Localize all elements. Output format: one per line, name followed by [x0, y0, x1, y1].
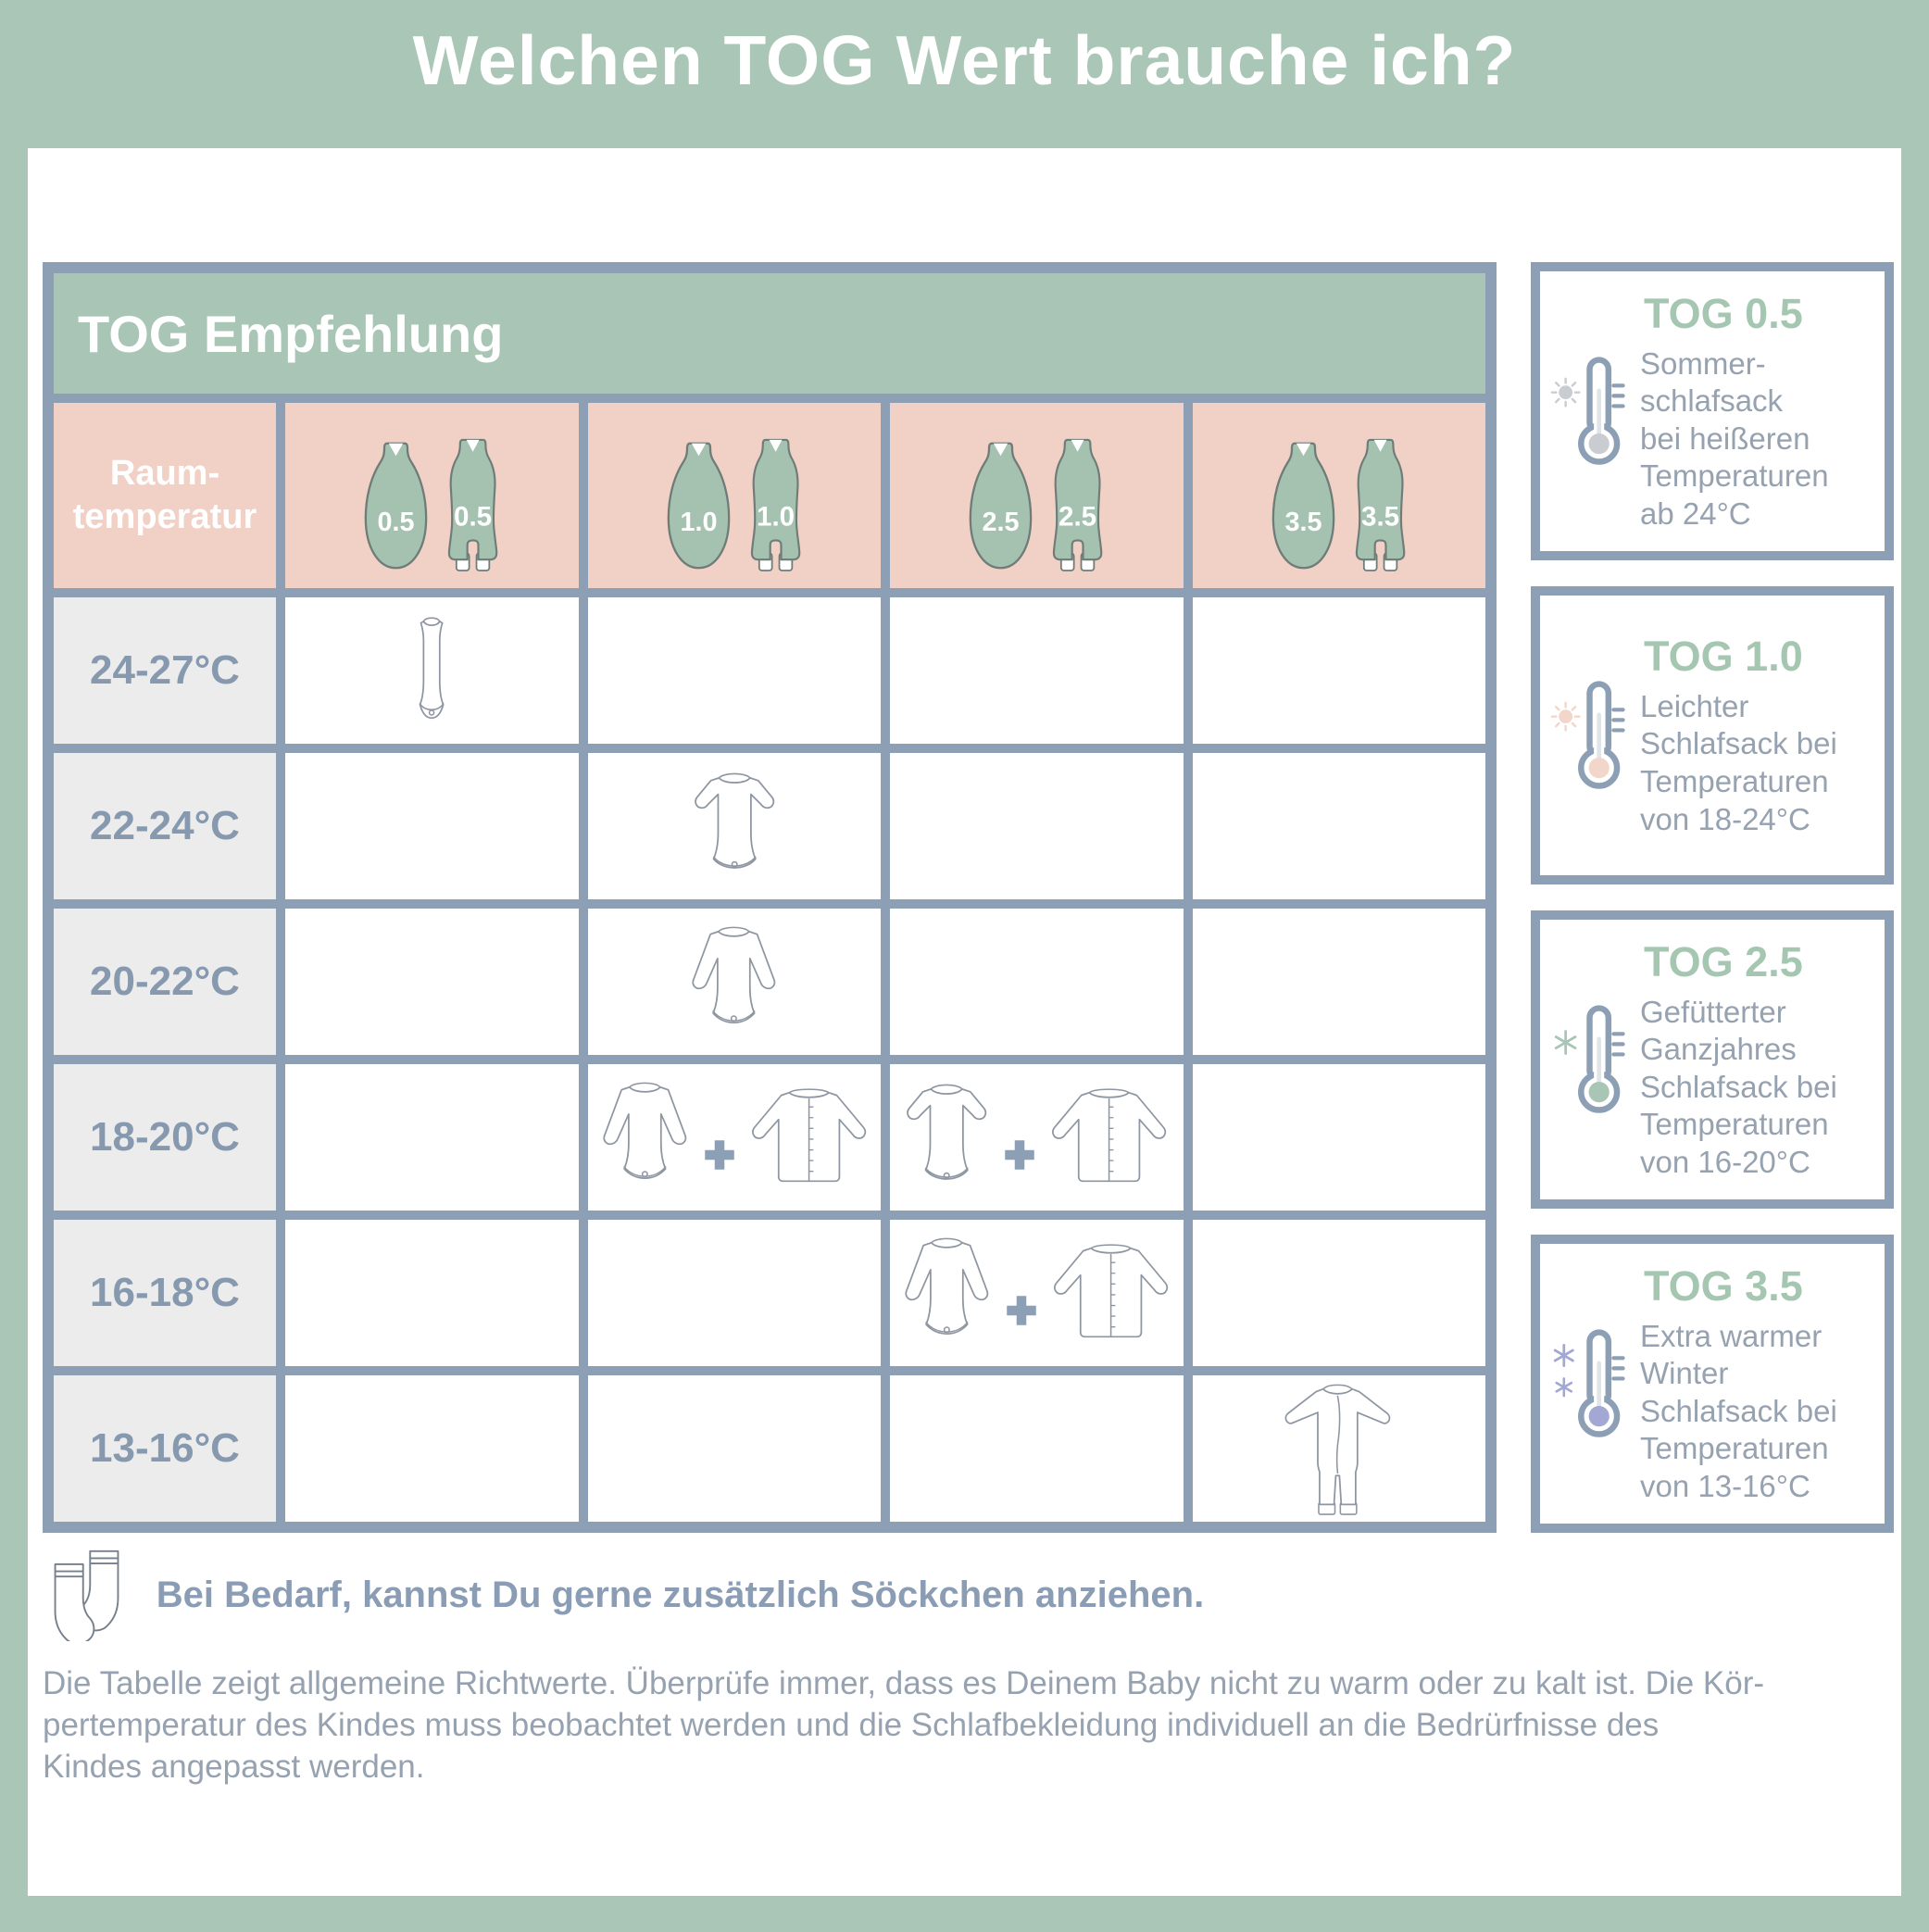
- sleeping-bag-with-legs-icon: 3.5: [1355, 438, 1405, 571]
- plus-icon: [1005, 1140, 1034, 1170]
- table-cell: [1192, 1375, 1485, 1522]
- sleeping-bag-icon: 1.0: [667, 442, 730, 570]
- bodysuit-shortsleeve-icon: [907, 1084, 987, 1180]
- sleeping-bag-icon: 3.5: [1271, 442, 1334, 570]
- plus-icon: [1007, 1296, 1036, 1325]
- tog-table: TOG Empfehlung Raum- temperatur 0.5 0.5 1.0 1…: [43, 262, 1497, 1533]
- thermometer-snowflake-icon: [1546, 1003, 1638, 1116]
- temperature-row-label: 24-27°C: [54, 597, 276, 744]
- table-cell: [1192, 1220, 1485, 1366]
- tog-info-description: Leichter Schlafsack bei Temperaturen von…: [1640, 688, 1837, 836]
- table-cell: [890, 1220, 1184, 1366]
- table-cell: [285, 597, 579, 744]
- table-cell: [285, 753, 579, 899]
- tog-info-text: TOG 0.5 Sommer- schlafsack bei heißeren T…: [1638, 290, 1875, 533]
- tog-column-header: 1.0 1.0: [587, 403, 881, 588]
- tog-value-label: 2.5: [983, 508, 1020, 537]
- tog-info-title: TOG 1.0: [1644, 632, 1803, 680]
- page-title: Welchen TOG Wert brauche ich?: [412, 21, 1517, 99]
- table-cell: [890, 597, 1184, 744]
- table-cell: [285, 909, 579, 1055]
- table-cell: [587, 1064, 881, 1211]
- sleepsuit-icon: [1284, 1384, 1391, 1515]
- tog-info-box: TOG 0.5 Sommer- schlafsack bei heißeren T…: [1531, 262, 1894, 560]
- sleeping-bag-with-legs-icon: 2.5: [1053, 438, 1103, 571]
- tog-column-header: 3.5 3.5: [1192, 403, 1485, 588]
- tog-value-label: 3.5: [1361, 502, 1399, 533]
- tog-sidebar: TOG 0.5 Sommer- schlafsack bei heißeren T…: [1531, 262, 1894, 1533]
- table-cell: [285, 1064, 579, 1211]
- thermometer-sun-icon: [1546, 679, 1638, 792]
- socks-icon: [54, 1549, 119, 1641]
- table-cell: [1192, 909, 1485, 1055]
- temperature-row-label: 16-18°C: [54, 1220, 276, 1366]
- socks-note-text: Bei Bedarf, kannst Du gerne zusätzlich S…: [156, 1574, 1205, 1615]
- sleeping-bag-icon: 2.5: [969, 442, 1033, 570]
- tog-value-label: 1.0: [680, 508, 717, 537]
- tog-value-label: 1.0: [757, 502, 795, 533]
- sleeping-bag-with-legs-icon: 1.0: [750, 438, 800, 571]
- sleeping-bag-icon: 0.5: [364, 442, 428, 570]
- bodysuit-shortsleeve-icon: [694, 772, 774, 869]
- socks-note: Bei Bedarf, kannst Du gerne zusätzlich S…: [48, 1549, 1204, 1641]
- tog-info-description: Extra warmer Winter Schlafsack bei Tempe…: [1640, 1318, 1837, 1503]
- bodysuit-longsleeve-icon: [603, 1082, 687, 1179]
- disclaimer-text: Die Tabelle zeigt allgemeine Richtwerte.…: [43, 1665, 1765, 1785]
- temperature-row-label: 18-20°C: [54, 1064, 276, 1211]
- temperature-row-label: 20-22°C: [54, 909, 276, 1055]
- table-cell: [587, 1220, 881, 1366]
- tog-info-text: TOG 1.0 Leichter Schlafsack bei Temperatu…: [1638, 633, 1875, 838]
- tog-info-title: TOG 2.5: [1644, 937, 1803, 985]
- table-cell: [285, 1375, 579, 1522]
- table-cell: [890, 1064, 1184, 1211]
- tog-info-title: TOG 3.5: [1644, 1261, 1803, 1310]
- tog-column-header: 0.5 0.5: [285, 403, 579, 588]
- tog-info-description: Sommer- schlafsack bei heißeren Temperat…: [1640, 345, 1829, 531]
- table-cell: [1192, 753, 1485, 899]
- tog-info-text: TOG 2.5 Gefütterter Ganzjahres Schlafsack…: [1638, 938, 1875, 1182]
- cardigan-icon: [1054, 1244, 1169, 1338]
- thermometer-snowflake-icon: [1546, 1327, 1638, 1440]
- plus-icon: [704, 1140, 734, 1170]
- bodysuit-longsleeve-icon: [905, 1237, 989, 1335]
- table-cell: [1192, 1064, 1485, 1211]
- tog-info-text: TOG 3.5 Extra warmer Winter Schlafsack be…: [1638, 1262, 1875, 1506]
- tog-info-box: TOG 3.5 Extra warmer Winter Schlafsack be…: [1531, 1235, 1894, 1533]
- tog-info-title: TOG 0.5: [1644, 289, 1803, 337]
- temperature-row-label: 22-24°C: [54, 753, 276, 899]
- tog-info-box: TOG 2.5 Gefütterter Ganzjahres Schlafsack…: [1531, 910, 1894, 1209]
- tog-info-box: TOG 1.0 Leichter Schlafsack bei Temperatu…: [1531, 586, 1894, 884]
- table-cell: [587, 909, 881, 1055]
- table-cell: [285, 1220, 579, 1366]
- tog-value-label: 0.5: [378, 508, 415, 537]
- table-cell: [587, 1375, 881, 1522]
- tog-info-description: Gefütterter Ganzjahres Schlafsack bei Te…: [1640, 994, 1837, 1179]
- table-cell: [890, 753, 1184, 899]
- temperature-row-label: 13-16°C: [54, 1375, 276, 1522]
- table-cell: [587, 753, 881, 899]
- cardigan-icon: [751, 1088, 866, 1183]
- bodysuit-sleeveless-icon: [419, 617, 445, 720]
- cardigan-icon: [1051, 1088, 1166, 1183]
- room-temperature-label: Raum- temperatur: [54, 403, 276, 588]
- thermometer-sun-icon: [1546, 355, 1638, 468]
- table-cell: [1192, 597, 1485, 744]
- bodysuit-longsleeve-icon: [692, 926, 776, 1023]
- table-cell: [890, 1375, 1184, 1522]
- table-cell: [587, 597, 881, 744]
- sleeping-bag-with-legs-icon: 0.5: [448, 438, 498, 571]
- tog-value-label: 0.5: [454, 502, 492, 533]
- table-title: TOG Empfehlung: [54, 273, 1485, 394]
- tog-value-label: 3.5: [1284, 508, 1321, 537]
- tog-column-header: 2.5 2.5: [890, 403, 1184, 588]
- tog-value-label: 2.5: [1058, 502, 1096, 533]
- table-cell: [890, 909, 1184, 1055]
